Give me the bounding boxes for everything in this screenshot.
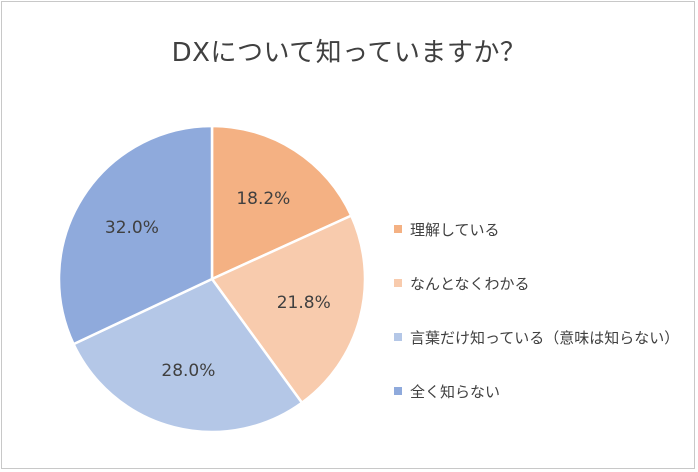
- legend-item-somewhat: なんとなくわかる: [394, 256, 694, 310]
- legend-label-understand: 理解している: [410, 220, 500, 239]
- legend-item-understand: 理解している: [394, 202, 694, 256]
- pie-slice-understand: [210, 124, 353, 281]
- chart-title: DXについて知っていますか？: [171, 38, 527, 68]
- legend-item-word-only: 言葉だけ知っている（意味は知らない）: [394, 310, 694, 364]
- legend: 理解している なんとなくわかる 言葉だけ知っている（意味は知らない） 全く知らな…: [394, 202, 694, 418]
- pie-slice-not-at-all: [57, 124, 214, 346]
- data-label-not-at-all: 32.0%: [105, 218, 159, 238]
- data-label-understand: 18.2%: [236, 189, 290, 209]
- legend-label-somewhat: なんとなくわかる: [410, 274, 530, 293]
- legend-label-not-at-all: 全く知らない: [410, 382, 501, 401]
- legend-item-not-at-all: 全く知らない: [394, 364, 694, 418]
- legend-label-word-only: 言葉だけ知っている（意味は知らない）: [410, 328, 680, 347]
- legend-swatch-not-at-all: [394, 387, 402, 395]
- pie-slice-somewhat: [210, 213, 367, 405]
- legend-swatch-understand: [394, 225, 402, 233]
- pie-slice-word-only: [71, 277, 304, 434]
- data-label-word-only: 28.0%: [161, 361, 215, 381]
- legend-swatch-word-only: [394, 333, 402, 341]
- data-label-somewhat: 21.8%: [277, 293, 331, 313]
- legend-swatch-somewhat: [394, 279, 402, 287]
